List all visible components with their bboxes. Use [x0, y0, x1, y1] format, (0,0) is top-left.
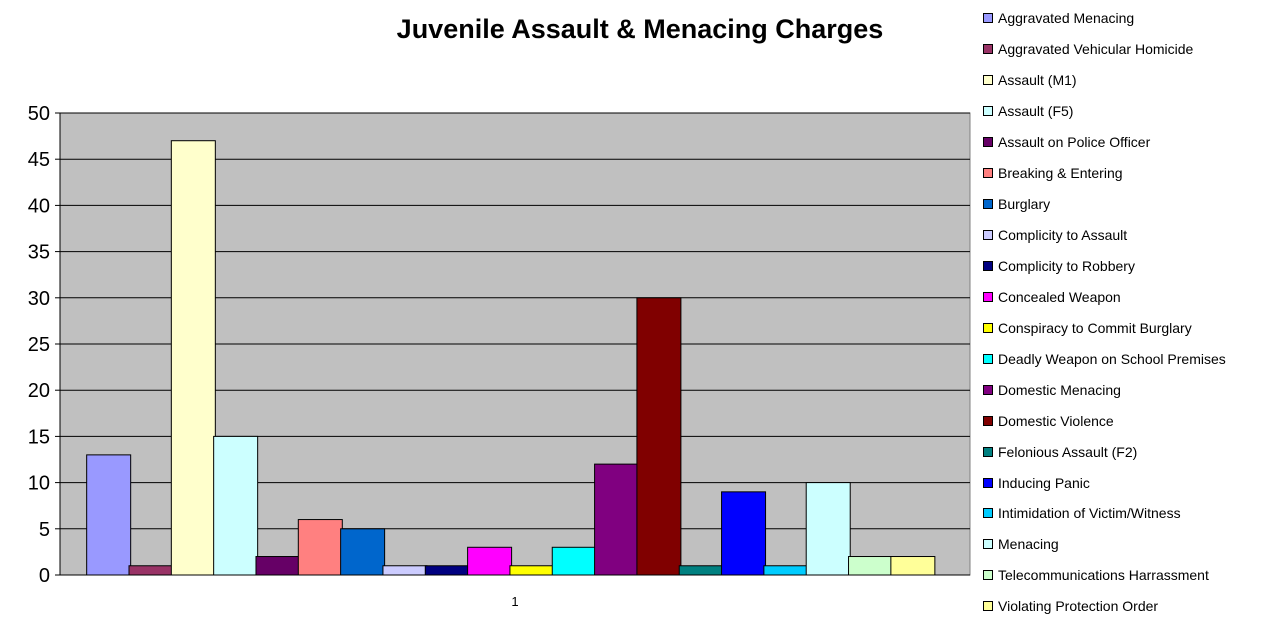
legend-swatch	[983, 291, 993, 302]
legend-swatch	[983, 230, 993, 241]
legend-label: Inducing Panic	[998, 474, 1090, 491]
legend-swatch	[983, 199, 993, 210]
chart-title: Juvenile Assault & Menacing Charges	[396, 14, 884, 44]
y-tick-label: 25	[28, 334, 50, 356]
legend-swatch	[983, 137, 993, 148]
legend-label: Burglary	[998, 196, 1051, 213]
legend-label: Aggravated Menacing	[998, 10, 1135, 27]
bar	[805, 482, 851, 576]
legend-swatch	[983, 353, 993, 364]
bar	[424, 565, 470, 576]
legend-label: Deadly Weapon on School Premises	[998, 350, 1226, 367]
legend-label: Complicity to Robbery	[998, 257, 1135, 274]
bar	[213, 435, 259, 576]
bar	[509, 565, 555, 576]
legend-label: Domestic Menacing	[998, 381, 1121, 398]
legend-item: Felonious Assault (F2)	[983, 436, 1277, 467]
legend-item: Intimidation of Victim/Witness	[983, 498, 1277, 529]
bar	[170, 140, 216, 576]
legend-swatch	[983, 106, 993, 117]
legend-swatch	[983, 539, 993, 550]
bar	[297, 519, 343, 576]
legend-item: Assault (F5)	[983, 96, 1277, 127]
legend-label: Breaking & Entering	[998, 165, 1123, 182]
legend-label: Conspiracy to Commit Burglary	[998, 319, 1192, 336]
legend-swatch	[983, 415, 993, 426]
legend-swatch	[983, 260, 993, 271]
bar	[551, 546, 597, 576]
legend-item: Breaking & Entering	[983, 158, 1277, 189]
y-tick-label: 50	[28, 103, 50, 125]
bar	[678, 565, 724, 576]
y-tick-label: 40	[28, 195, 50, 217]
bar	[594, 463, 640, 576]
bar	[721, 491, 767, 576]
legend-label: Menacing	[998, 536, 1059, 553]
legend-swatch	[983, 570, 993, 581]
bar	[763, 565, 809, 576]
bar	[340, 528, 386, 576]
bar	[86, 454, 132, 576]
legend-swatch	[983, 508, 993, 519]
y-tick-label: 5	[39, 519, 50, 541]
legend-swatch	[983, 446, 993, 457]
legend-swatch	[983, 168, 993, 179]
legend-swatch	[983, 384, 993, 395]
legend-item: Aggravated Menacing	[983, 3, 1277, 34]
y-tick-label: 20	[28, 380, 50, 402]
legend-item: Complicity to Robbery	[983, 251, 1277, 282]
legend-label: Assault (F5)	[998, 103, 1074, 120]
legend-swatch	[983, 322, 993, 333]
bar	[848, 556, 894, 576]
legend-swatch	[983, 13, 993, 24]
legend-label: Felonious Assault (F2)	[998, 443, 1138, 460]
legend-item: Deadly Weapon on School Premises	[983, 343, 1277, 374]
legend-item: Complicity to Assault	[983, 220, 1277, 251]
x-category-label: 1	[511, 594, 518, 609]
bar	[382, 565, 428, 576]
bar	[636, 297, 682, 576]
y-tick-label: 10	[28, 473, 50, 495]
legend-label: Aggravated Vehicular Homicide	[998, 41, 1194, 58]
legend-swatch	[983, 601, 993, 612]
legend-item: Menacing	[983, 529, 1277, 560]
legend-item: Domestic Menacing	[983, 374, 1277, 405]
bar	[255, 556, 301, 576]
y-tick-label: 0	[39, 565, 50, 587]
legend-label: Intimidation of Victim/Witness	[998, 505, 1181, 522]
bar	[128, 565, 174, 576]
y-tick-label: 45	[28, 149, 50, 171]
legend-label: Violating Protection Order	[998, 598, 1159, 615]
legend-item: Aggravated Vehicular Homicide	[983, 34, 1277, 65]
legend: Aggravated Menacing Aggravated Vehicular …	[983, 3, 1277, 622]
legend-item: Inducing Panic	[983, 467, 1277, 498]
legend-swatch	[983, 75, 993, 86]
legend-swatch	[983, 477, 993, 488]
legend-item: Telecommunications Harrassment	[983, 560, 1277, 591]
legend-label: Complicity to Assault	[998, 227, 1128, 244]
y-tick-label: 30	[28, 288, 50, 310]
legend-swatch	[983, 44, 993, 55]
legend-label: Assault on Police Officer	[998, 134, 1151, 151]
legend-item: Assault on Police Officer	[983, 127, 1277, 158]
legend-label: Concealed Weapon	[998, 288, 1121, 305]
legend-item: Assault (M1)	[983, 65, 1277, 96]
legend-item: Burglary	[983, 189, 1277, 220]
legend-label: Assault (M1)	[998, 72, 1077, 89]
legend-label: Telecommunications Harrassment	[998, 567, 1209, 584]
y-tick-label: 15	[28, 426, 50, 448]
legend-item: Conspiracy to Commit Burglary	[983, 312, 1277, 343]
bar	[890, 556, 936, 576]
legend-item: Domestic Violence	[983, 405, 1277, 436]
legend-item: Concealed Weapon	[983, 281, 1277, 312]
legend-label: Domestic Violence	[998, 412, 1114, 429]
bar	[467, 546, 513, 576]
y-tick-label: 35	[28, 242, 50, 264]
legend-item: Violating Protection Order	[983, 591, 1277, 622]
